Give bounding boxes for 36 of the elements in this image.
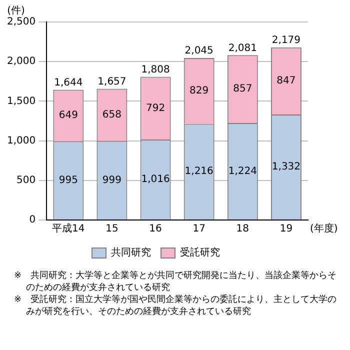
x-tick-label: 15 [106, 224, 118, 235]
data-label: 649 [58, 110, 78, 122]
y-tick-label: 0 [29, 214, 36, 226]
text: ※ 共同研究：大学等と企業等とが共同で研究開発に当たり、当該企業等からそのための経費が支弁されている研究 [14, 270, 338, 294]
data-label: 1,224 [228, 166, 257, 177]
data-label: 1,332 [272, 162, 301, 173]
data-label: 995 [58, 174, 78, 186]
x-tick-label: 19 [280, 224, 293, 235]
legend-label: 共同研究 [111, 246, 151, 259]
total-label: 2,045 [184, 46, 214, 57]
x-tick-label: 平成14 [52, 222, 85, 235]
x-tick-label: 18 [236, 224, 250, 235]
data-label: 829 [190, 85, 209, 96]
data-label: 1,216 [184, 166, 214, 178]
y-tick-label: 1,500 [6, 96, 36, 107]
total-label: 2,179 [272, 35, 301, 46]
data-label: 1,016 [141, 174, 170, 186]
y-tick-label: 2,000 [6, 56, 36, 68]
total-label: 1,808 [141, 64, 170, 76]
data-label: 999 [102, 174, 122, 186]
x-tick-label: 17 [192, 224, 206, 235]
y-tick-label: 1,000 [6, 135, 36, 146]
data-label: 847 [276, 76, 296, 87]
legend-label: 受託研究 [180, 246, 220, 259]
y-tick-label: 500 [16, 174, 36, 186]
total-label: 2,081 [228, 42, 257, 54]
data-label: 658 [102, 109, 122, 120]
total-label: 1,657 [98, 76, 126, 88]
text: ※ 受託研究：国立大学等が国や民間企業等からの委託により、主として大学のみが研究を行い、そのための経費が支弁されている研究 [14, 294, 338, 318]
x-axis-title: (年度) [310, 222, 338, 235]
y-tick-label: 2,500 [6, 16, 36, 28]
x-tick-label: 16 [149, 224, 162, 235]
data-label: 792 [146, 102, 166, 114]
y-axis-title: (件) [7, 6, 25, 17]
data-label: 857 [233, 84, 252, 95]
total-label: 1,644 [54, 77, 83, 88]
